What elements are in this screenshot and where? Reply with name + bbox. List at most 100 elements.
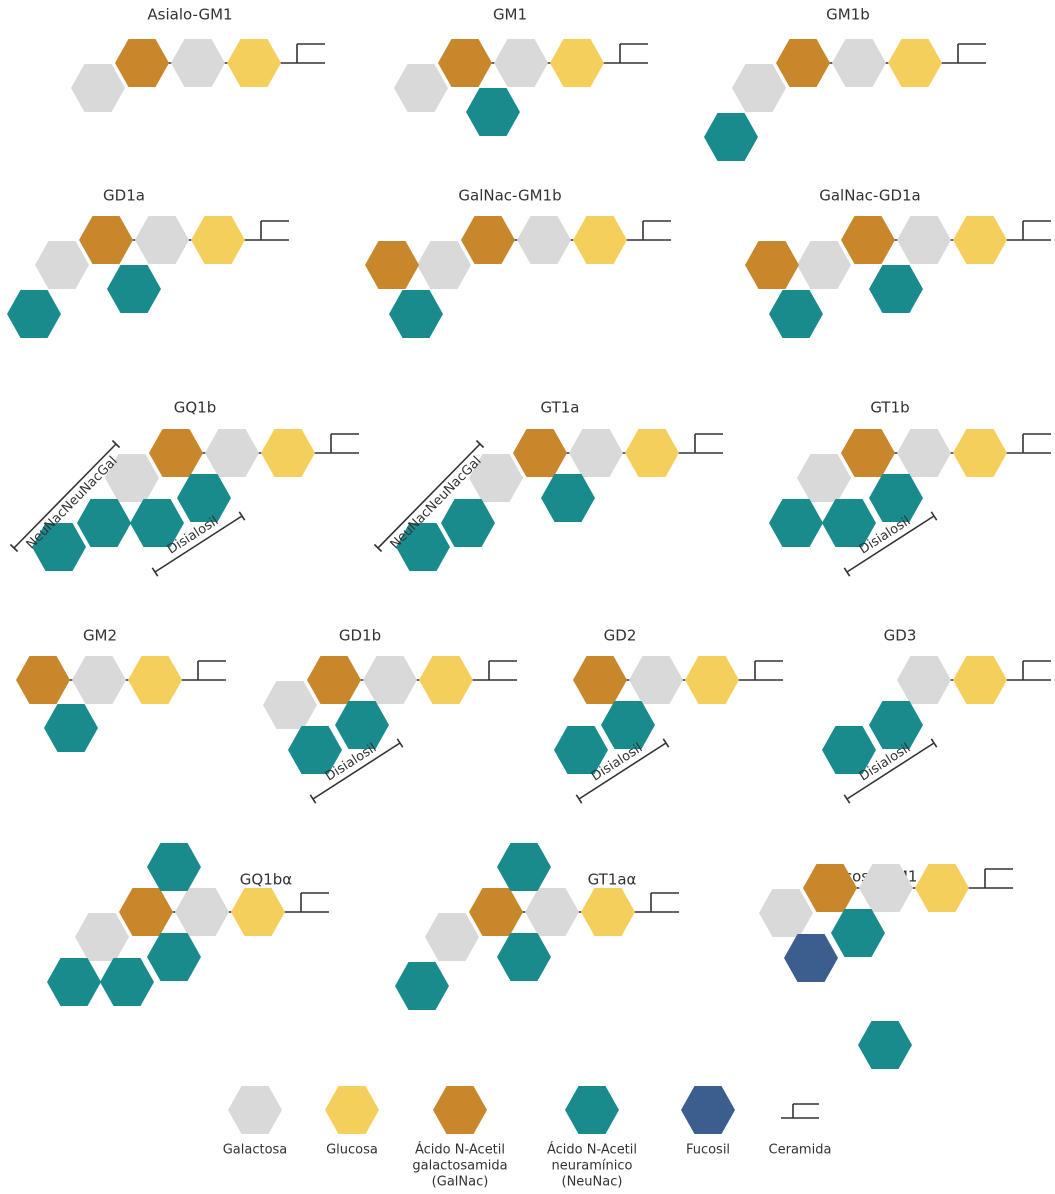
hexagon bbox=[953, 216, 1007, 264]
hexagon bbox=[915, 864, 969, 912]
bracket-cap bbox=[238, 511, 246, 521]
legend-label: Ácido N-Acetil bbox=[547, 1142, 637, 1158]
hexagon bbox=[395, 962, 449, 1010]
hexagon bbox=[105, 454, 159, 502]
hexagon bbox=[897, 429, 951, 477]
structure: GM2 bbox=[16, 627, 226, 752]
hexagon bbox=[363, 656, 417, 704]
structure-title: GD1a bbox=[103, 187, 145, 205]
structure-title: GQ1b bbox=[174, 399, 217, 417]
hexagon bbox=[466, 88, 520, 136]
hexagon bbox=[629, 656, 683, 704]
bracket-line bbox=[312, 742, 401, 800]
hexagon bbox=[525, 888, 579, 936]
hexagon bbox=[569, 429, 623, 477]
hexagon bbox=[231, 888, 285, 936]
hexagon bbox=[822, 726, 876, 774]
bracket-line bbox=[154, 515, 243, 573]
hexagon bbox=[625, 429, 679, 477]
bracket-cap bbox=[373, 543, 383, 553]
hexagon bbox=[822, 499, 876, 547]
legend-label: Galactosa bbox=[223, 1143, 288, 1158]
hexagon bbox=[115, 39, 169, 87]
hexagon bbox=[869, 474, 923, 522]
hexagon bbox=[565, 1086, 619, 1134]
hexagon bbox=[953, 429, 1007, 477]
structure: Fucosil-GM1 bbox=[759, 864, 1013, 1069]
legend-label: Glucosa bbox=[326, 1143, 378, 1158]
bracket-cap bbox=[309, 794, 317, 804]
legend-label: Ceramida bbox=[769, 1143, 832, 1158]
hexagon bbox=[325, 1086, 379, 1134]
structure: GQ1bα bbox=[47, 843, 329, 1006]
hexagon bbox=[859, 864, 913, 912]
bracket-cap bbox=[9, 543, 19, 553]
hexagon bbox=[831, 909, 885, 957]
hexagon bbox=[803, 864, 857, 912]
structure-title: GM1b bbox=[826, 6, 870, 24]
bracket-cap bbox=[475, 439, 485, 449]
hexagon bbox=[107, 265, 161, 313]
structure: GD1a bbox=[7, 187, 289, 338]
hexagon bbox=[776, 39, 830, 87]
hexagon bbox=[128, 656, 182, 704]
legend-label: (NeuNac) bbox=[562, 1175, 623, 1190]
bracket-line bbox=[846, 742, 935, 800]
hexagon bbox=[119, 888, 173, 936]
hexagon bbox=[77, 499, 131, 547]
hexagon bbox=[869, 701, 923, 749]
structure-title: GalNac-GD1a bbox=[819, 187, 921, 205]
hexagon bbox=[44, 704, 98, 752]
bracket-cap bbox=[662, 738, 670, 748]
hexagon bbox=[869, 265, 923, 313]
hexagon bbox=[419, 656, 473, 704]
hexagon bbox=[769, 499, 823, 547]
bracket-cap bbox=[151, 567, 159, 577]
legend-item: Glucosa bbox=[325, 1086, 379, 1158]
hexagon bbox=[147, 933, 201, 981]
structure-title: GD1b bbox=[339, 627, 381, 645]
hexagon bbox=[832, 39, 886, 87]
hexagon bbox=[75, 913, 129, 961]
legend-item: Galactosa bbox=[223, 1086, 288, 1158]
hexagon bbox=[425, 913, 479, 961]
hexagon bbox=[469, 888, 523, 936]
legend-label: Ácido N-Acetil bbox=[415, 1142, 505, 1158]
hexagon bbox=[494, 39, 548, 87]
hexagon bbox=[732, 64, 786, 112]
hexagon bbox=[191, 216, 245, 264]
hexagon bbox=[79, 216, 133, 264]
bracket-line bbox=[578, 742, 667, 800]
bracket-line bbox=[846, 515, 935, 573]
structure: Asialo-GM1 bbox=[71, 6, 325, 112]
hexagon bbox=[35, 241, 89, 289]
hexagon bbox=[47, 958, 101, 1006]
structure: GalNac-GM1b bbox=[365, 187, 671, 338]
structure-title: GD2 bbox=[604, 627, 637, 645]
hexagon bbox=[365, 241, 419, 289]
legend-label: Fucosil bbox=[686, 1143, 730, 1158]
structure: GalNac-GD1a bbox=[745, 187, 1051, 338]
hexagon bbox=[177, 474, 231, 522]
structure-title: GT1a bbox=[541, 399, 580, 417]
hexagon bbox=[100, 958, 154, 1006]
hexagon bbox=[205, 429, 259, 477]
hexagon bbox=[16, 656, 70, 704]
hexagon bbox=[841, 429, 895, 477]
legend-item: Ceramida bbox=[769, 1103, 832, 1158]
hexagon bbox=[704, 113, 758, 161]
bracket-line bbox=[13, 443, 117, 549]
structure-title: GM2 bbox=[83, 627, 117, 645]
hexagon bbox=[953, 656, 1007, 704]
hexagon bbox=[469, 454, 523, 502]
structure-title: GT1aα bbox=[588, 871, 637, 889]
hexagon bbox=[263, 681, 317, 729]
structure-title: GalNac-GM1b bbox=[458, 187, 561, 205]
bracket-cap bbox=[575, 794, 583, 804]
structure-title: GQ1bα bbox=[240, 871, 292, 889]
hexagon bbox=[858, 1021, 912, 1069]
hexagon bbox=[497, 933, 551, 981]
